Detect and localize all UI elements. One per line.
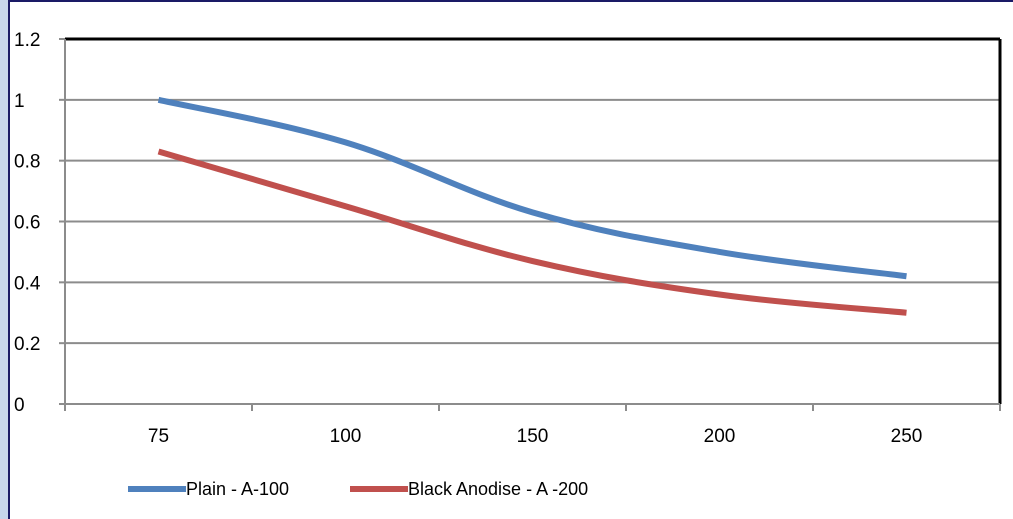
chart-frame: 0 0.2 0.4 0.6 0.8 1 1.2 75 100 150 200 250 Plain - … (8, 0, 1013, 519)
y-tick-label-0: 0 (14, 395, 25, 416)
y-tick-label-2: 0.4 (14, 273, 41, 294)
series-line-1 (157, 148, 907, 316)
line-chart: 0 0.2 0.4 0.6 0.8 1 1.2 75 100 150 200 250 Plain - … (14, 30, 1002, 499)
y-tick-label-4: 0.8 (14, 152, 40, 173)
axes: 0 0.2 0.4 0.6 0.8 1 1.2 75 100 150 200 250 (14, 30, 1002, 447)
legend: Plain - A-100 Black Anodise - A -200 (128, 479, 588, 499)
legend-label-0: Plain - A-100 (186, 479, 289, 499)
x-tick-label-3: 200 (704, 426, 736, 447)
x-tick-label-2: 150 (517, 426, 549, 447)
y-tick-label-5: 1 (14, 91, 25, 112)
y-tick-label-3: 0.6 (14, 213, 40, 234)
series-line-0 (157, 96, 907, 280)
legend-label-1: Black Anodise - A -200 (408, 479, 588, 499)
x-tick-label-0: 75 (148, 426, 169, 447)
y-tick-label-1: 0.2 (14, 334, 40, 355)
series-lines (157, 96, 907, 316)
y-tick-label-6: 1.2 (14, 30, 40, 51)
gridlines (65, 98, 1000, 345)
x-tick-label-4: 250 (891, 426, 923, 447)
x-tick-label-1: 100 (330, 426, 362, 447)
